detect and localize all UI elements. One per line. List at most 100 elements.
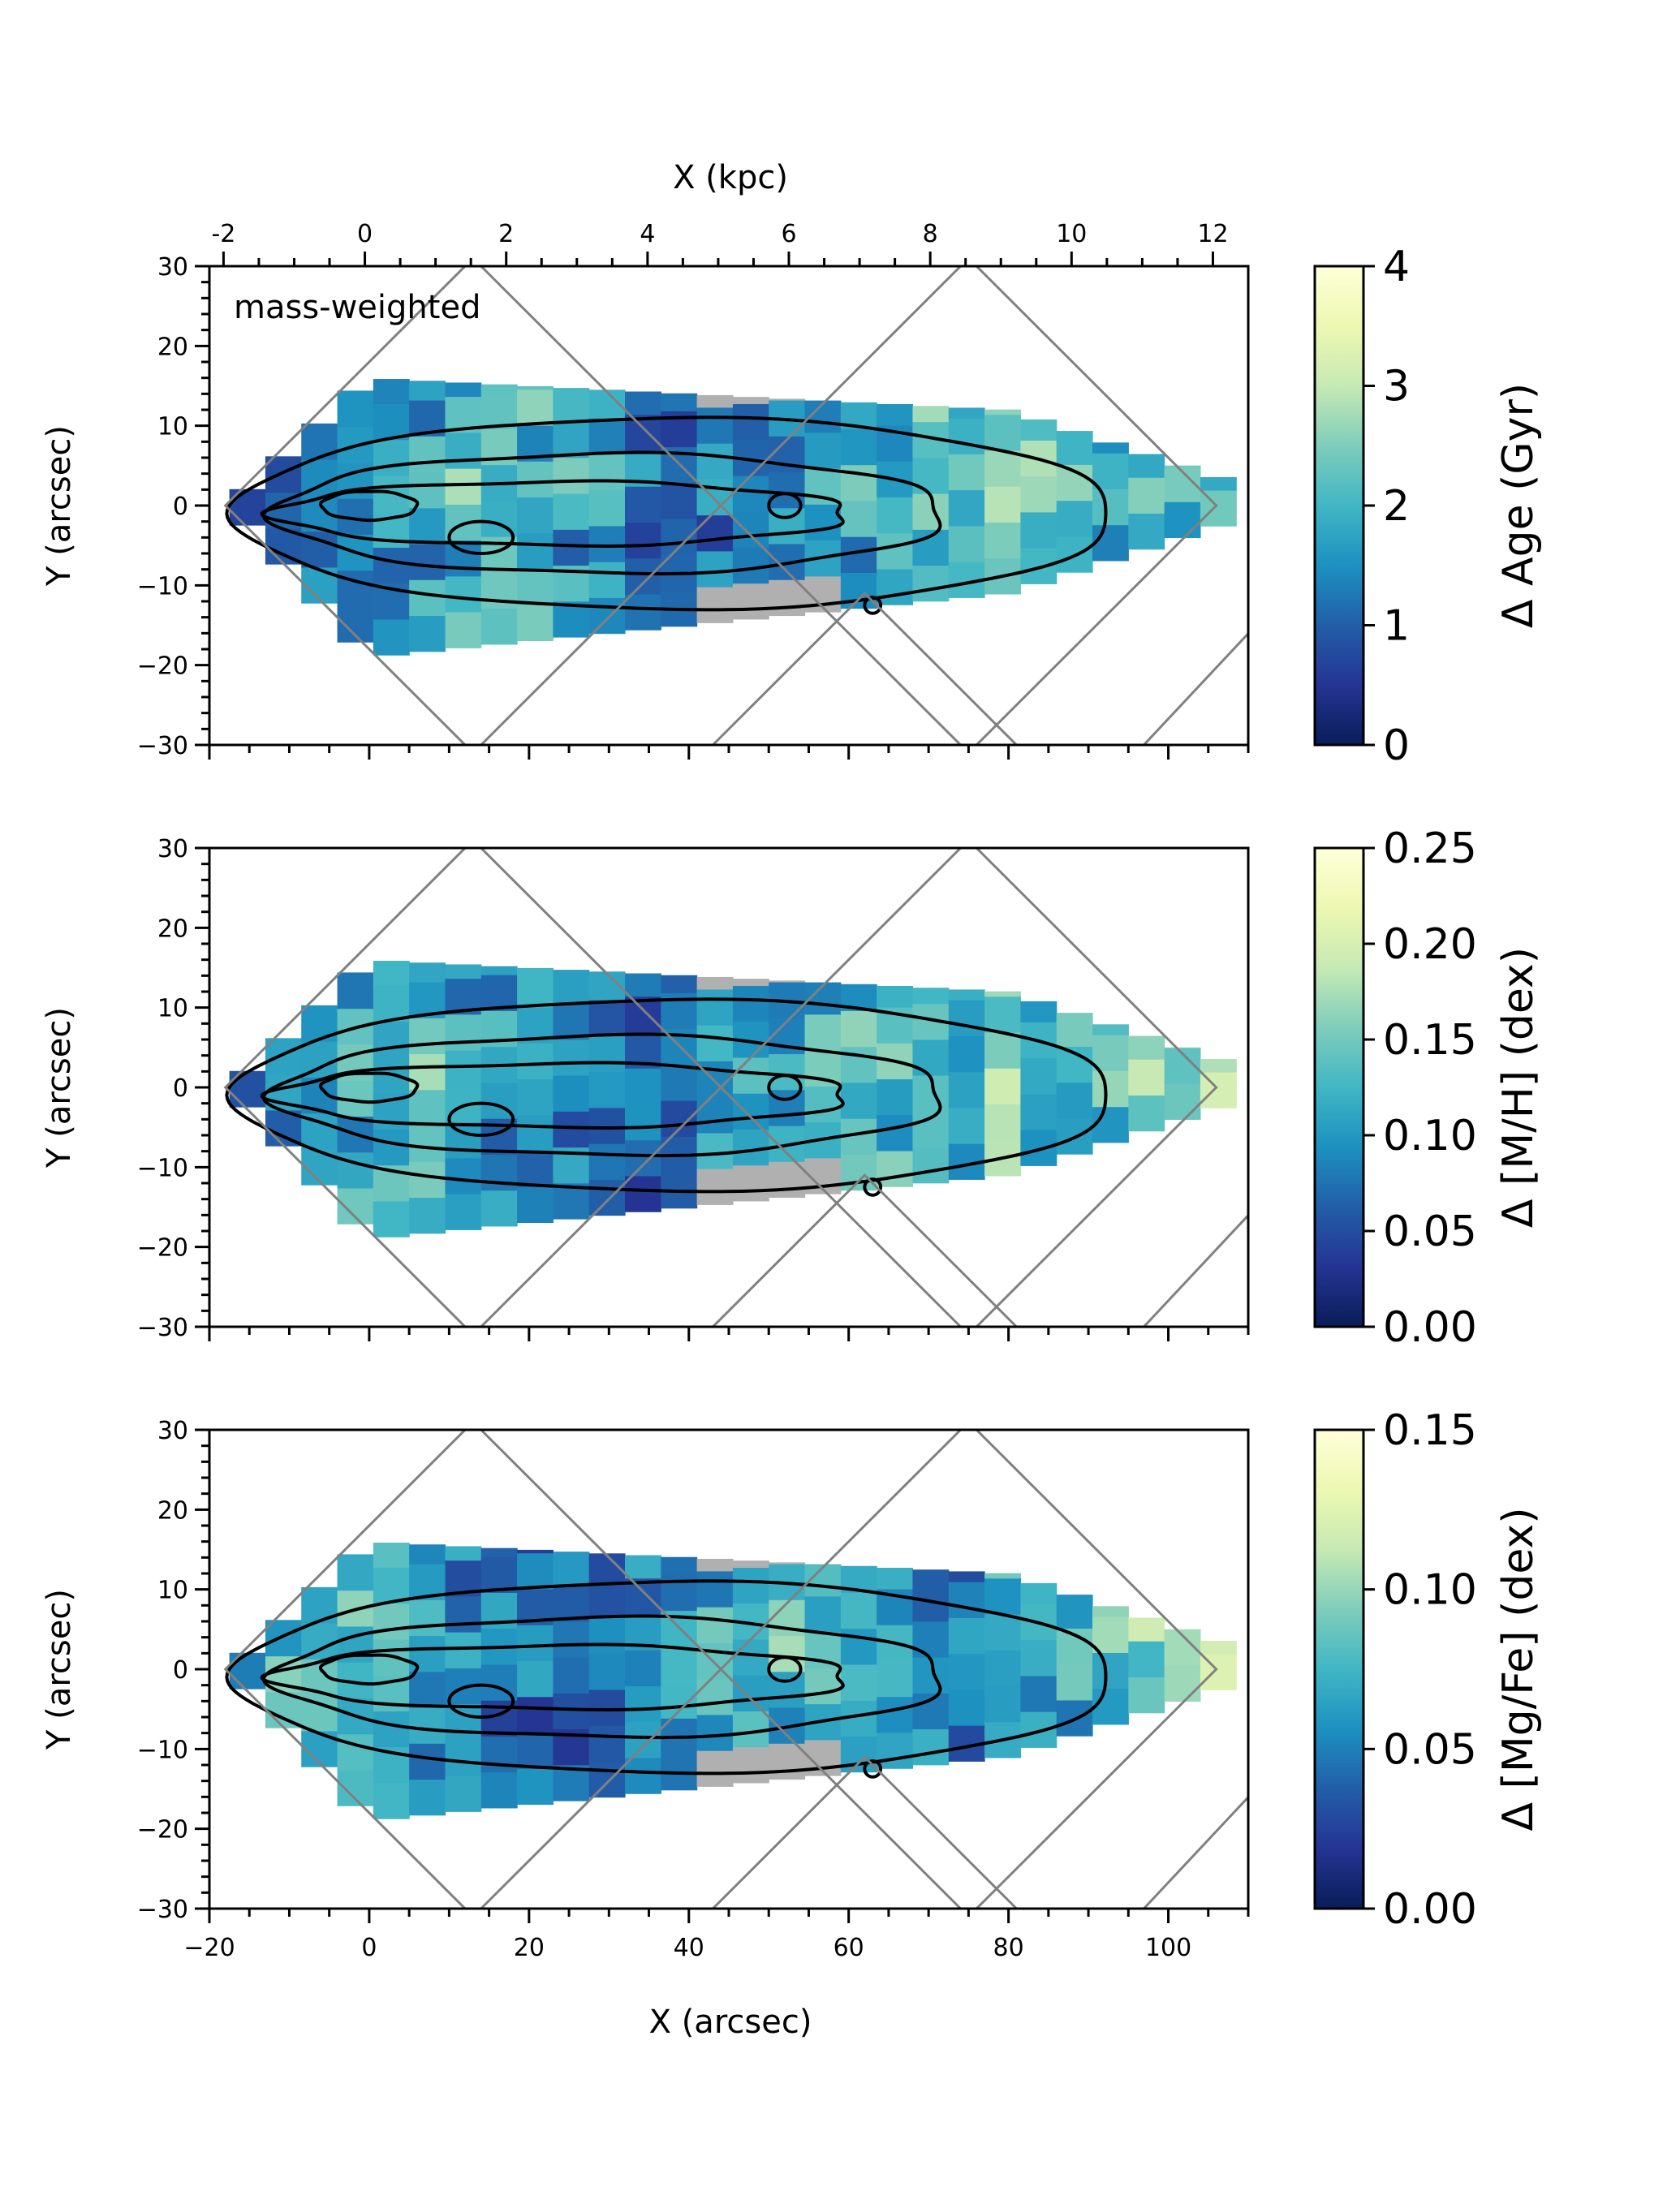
contour-line bbox=[863, 1759, 883, 1779]
bin-tile bbox=[769, 1562, 806, 1565]
bin-tile bbox=[588, 1071, 626, 1108]
bin-tile bbox=[625, 1555, 661, 1579]
bin-tile bbox=[373, 618, 410, 656]
bin-tile bbox=[948, 1000, 985, 1036]
bin-tile bbox=[804, 1668, 842, 1705]
bin-tile bbox=[984, 1068, 1021, 1105]
bin-tile bbox=[696, 550, 734, 588]
bin-tile bbox=[769, 980, 806, 983]
contour-line bbox=[261, 450, 942, 576]
bin-tile bbox=[553, 1657, 590, 1694]
bin-tile bbox=[373, 1782, 410, 1819]
contour-line bbox=[225, 1579, 1108, 1776]
bin-tile bbox=[625, 391, 661, 415]
bin-tile bbox=[769, 1743, 806, 1780]
bin-tile bbox=[984, 522, 1021, 559]
colorbar-tick-label: 0.10 bbox=[1383, 1566, 1477, 1615]
bin-tile bbox=[948, 1617, 985, 1655]
bin-tile bbox=[1164, 1665, 1201, 1702]
bin-tile bbox=[517, 1114, 554, 1151]
footprint-outline bbox=[711, 1173, 1019, 1327]
bin-tile bbox=[480, 975, 518, 1011]
bin-tile bbox=[984, 1031, 1021, 1069]
bin-tile bbox=[445, 1194, 482, 1230]
bin-tile bbox=[1020, 1711, 1058, 1748]
bin-tile bbox=[948, 1653, 985, 1690]
bin-tile bbox=[1164, 501, 1201, 539]
bin-tile bbox=[625, 522, 661, 559]
bin-tile bbox=[588, 1035, 626, 1073]
bin-tile bbox=[445, 612, 482, 648]
bin-tile bbox=[517, 605, 554, 642]
bin-tile bbox=[696, 988, 734, 1026]
bin-tile bbox=[588, 1725, 626, 1762]
bin-tile bbox=[1092, 1070, 1129, 1108]
bin-tile bbox=[373, 379, 410, 404]
bin-tile bbox=[984, 1104, 1021, 1141]
bin-tile bbox=[445, 1546, 482, 1561]
bin-tile bbox=[625, 486, 661, 523]
bin-tile bbox=[265, 1038, 302, 1075]
colorbar bbox=[1313, 846, 1365, 1328]
x-tick-label: 40 bbox=[674, 1934, 704, 1962]
bin-tile bbox=[373, 961, 410, 986]
bin-tile bbox=[1020, 1001, 1058, 1022]
colorbar-tick-label: 0.00 bbox=[1383, 1303, 1477, 1352]
bin-tile bbox=[409, 543, 446, 580]
bin-tile bbox=[409, 615, 446, 652]
colorbar-label: Δ Age (Gyr) bbox=[1494, 383, 1543, 628]
bin-tile bbox=[1020, 476, 1058, 513]
top-tick-label: 8 bbox=[923, 220, 938, 248]
bin-tile bbox=[445, 575, 482, 613]
bin-tile bbox=[588, 562, 626, 598]
bin-tile bbox=[804, 1595, 842, 1633]
bin-tile bbox=[553, 1621, 590, 1658]
bin-tile bbox=[912, 1147, 950, 1184]
plot-area bbox=[223, 1430, 1248, 1909]
bin-tile bbox=[696, 394, 734, 408]
colorbar-tick-label: 1 bbox=[1383, 602, 1410, 651]
bin-tile bbox=[409, 1671, 446, 1708]
bin-tile bbox=[265, 1620, 302, 1657]
bin-tile bbox=[984, 991, 1021, 997]
bin-tile bbox=[301, 1041, 338, 1078]
bin-tile bbox=[696, 1096, 734, 1134]
bin-tile bbox=[409, 1635, 446, 1672]
bin-tile bbox=[588, 418, 626, 454]
bin-tile bbox=[840, 1046, 877, 1083]
bin-tile bbox=[912, 1569, 950, 1586]
bin-tile bbox=[1200, 1640, 1237, 1655]
bin-tile bbox=[948, 1571, 985, 1582]
bin-tile bbox=[984, 486, 1021, 523]
bin-tile bbox=[948, 989, 985, 1001]
colorbar-tick-label: 0.15 bbox=[1383, 1406, 1477, 1455]
bin-tile bbox=[696, 443, 734, 480]
footprint-outline bbox=[711, 592, 1019, 745]
bin-tile bbox=[373, 1543, 410, 1568]
bin-tile bbox=[1164, 1629, 1201, 1630]
bin-tile bbox=[912, 457, 950, 494]
bin-tile bbox=[409, 1707, 446, 1744]
bin-tile bbox=[409, 1743, 446, 1780]
y-tick-label: 0 bbox=[173, 1074, 188, 1103]
colorbar-tick-label: 0.05 bbox=[1383, 1207, 1477, 1256]
bin-tile bbox=[1128, 454, 1165, 478]
contour-line bbox=[863, 1177, 883, 1197]
footprint-outline bbox=[1142, 1213, 1248, 1327]
bin-tile bbox=[1092, 1606, 1129, 1617]
contour-line bbox=[767, 1655, 803, 1683]
bin-tile bbox=[409, 1599, 446, 1637]
bin-tile bbox=[661, 1646, 698, 1683]
bin-tile bbox=[409, 436, 446, 473]
bin-tile bbox=[661, 393, 698, 411]
bin-tile bbox=[1128, 1095, 1165, 1132]
bin-tile bbox=[625, 1650, 661, 1687]
contour-line bbox=[318, 1653, 420, 1686]
bin-tile bbox=[517, 1625, 554, 1662]
bin-tile bbox=[337, 390, 374, 428]
bin-tile bbox=[517, 461, 554, 498]
bin-tile bbox=[1092, 453, 1129, 489]
bin-tile bbox=[553, 1552, 590, 1586]
bin-tile bbox=[625, 1175, 661, 1212]
